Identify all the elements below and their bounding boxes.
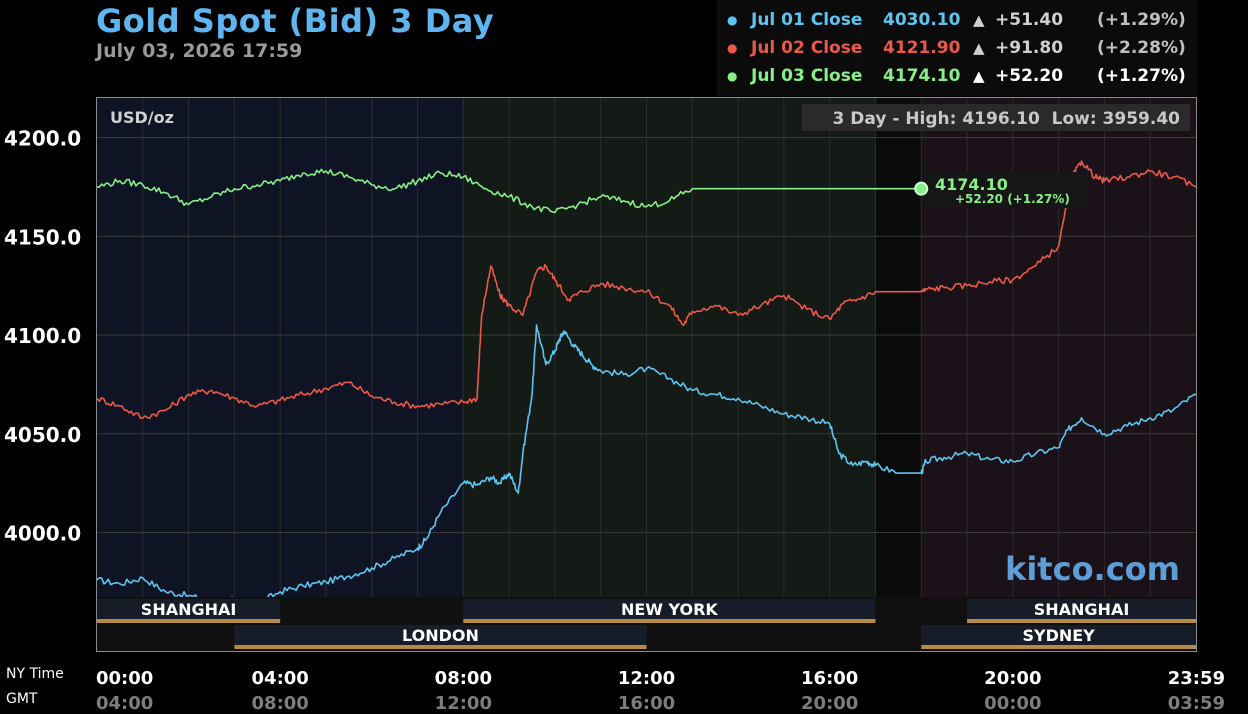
- legend-close: 4174.10: [883, 66, 961, 86]
- trading-sessions: SHANGHAI NEW YORK SHANGHAI LONDON SYDNEY: [97, 597, 1196, 651]
- legend-row-jul03: ● Jul 03 Close 4174.10 ▲ +52.20 (+1.27%): [717, 62, 1197, 90]
- x-tick-label-ny: 20:00: [984, 668, 1041, 689]
- series-line-jul-01: [96, 324, 1197, 607]
- session-label: NEW YORK: [621, 600, 718, 619]
- session-bar-bg: [463, 599, 876, 621]
- x-tick-label-gmt: 20:00: [801, 693, 858, 714]
- series-line-jul-03: [96, 168, 922, 214]
- x-tick-label-ny: 00:00: [96, 668, 153, 689]
- session-bar-bg: [921, 625, 1196, 647]
- y-tick-label: 4050.0: [4, 423, 81, 447]
- legend-dot-icon: ●: [727, 13, 738, 27]
- legend-percent: (+1.27%): [1097, 66, 1186, 86]
- legend-dot-icon: ●: [727, 41, 738, 55]
- up-arrow-icon: ▲: [973, 11, 985, 29]
- legend-percent: (+1.29%): [1097, 10, 1186, 30]
- session-bar-sydney: [921, 645, 1196, 649]
- y-tick-label: 4100.0: [4, 324, 81, 348]
- session-label: SHANGHAI: [141, 600, 237, 619]
- current-change-label: +52.20 (+1.27%): [955, 192, 1070, 206]
- x-axis: 00:00 04:00 04:00 08:00 08:00 12:00 12:00 16:00…: [96, 668, 1225, 714]
- zone-closed: [875, 98, 922, 651]
- session-label: SYDNEY: [1022, 626, 1095, 645]
- plot-frame: [96, 97, 1197, 652]
- legend: ● Jul 01 Close 4030.10 ▲ +51.40 (+1.29%)…: [717, 0, 1197, 96]
- y-tick-label: 4150.0: [4, 225, 81, 249]
- x-tick-label-ny: 23:59: [1168, 668, 1225, 689]
- y-tick-label: 4000.0: [4, 522, 81, 546]
- current-price-label: 4174.10: [935, 175, 1008, 194]
- x-tick-label-gmt: 12:00: [435, 693, 492, 714]
- x-tick-label-ny: 04:00: [252, 668, 309, 689]
- y-tick-label: 4200.0: [4, 127, 81, 151]
- current-price-box: [922, 172, 1088, 208]
- ny-time-axis-label: NY Time: [6, 666, 64, 682]
- x-tick-label-ny: 12:00: [618, 668, 675, 689]
- x-tick-label-ny: 08:00: [435, 668, 492, 689]
- session-bar-bg: [967, 599, 1196, 621]
- session-label: LONDON: [402, 626, 479, 645]
- x-tick-label-gmt: 00:00: [984, 693, 1041, 714]
- x-tick-label-gmt: 04:00: [96, 693, 153, 714]
- y-axis: 4000.0 4050.0 4100.0 4150.0 4200.0: [4, 127, 81, 546]
- units-label: USD/oz: [110, 108, 174, 127]
- x-tick-label-gmt: 16:00: [618, 693, 675, 714]
- x-tick-label-ny: 16:00: [801, 668, 858, 689]
- session-bar-bg: [97, 599, 281, 621]
- legend-row-jul02: ● Jul 02 Close 4121.90 ▲ +91.80 (+2.28%): [717, 34, 1197, 62]
- legend-label: Jul 03 Close: [751, 66, 863, 86]
- gmt-axis-label: GMT: [6, 691, 38, 707]
- series-line-jul-02: [96, 160, 1197, 420]
- session-bar-shanghai: [97, 619, 281, 623]
- legend-close: 4030.10: [883, 10, 961, 30]
- legend-label: Jul 01 Close: [751, 10, 863, 30]
- legend-percent: (+2.28%): [1097, 38, 1186, 58]
- current-price-marker: [914, 181, 929, 196]
- x-tick-label-gmt: 08:00: [252, 693, 309, 714]
- session-label: SHANGHAI: [1034, 600, 1130, 619]
- legend-label: Jul 02 Close: [751, 38, 863, 58]
- page-title: Gold Spot (Bid) 3 Day: [96, 2, 495, 40]
- legend-change: +52.20: [995, 66, 1064, 86]
- legend-close: 4121.90: [883, 38, 961, 58]
- legend-change: +51.40: [995, 10, 1064, 30]
- chart-datetime: July 03, 2026 17:59: [96, 40, 303, 62]
- session-bar-london: [234, 645, 647, 649]
- session-bar-shanghai-2: [967, 619, 1196, 623]
- stats-box: [802, 104, 1190, 131]
- watermark: kitco.com: [1005, 550, 1180, 588]
- up-arrow-icon: ▲: [973, 39, 985, 57]
- stats-text: 3 Day - High: 4196.10 Low: 3959.40: [833, 109, 1181, 129]
- x-tick-label-gmt: 03:59: [1168, 693, 1225, 714]
- chart-series: [96, 160, 1197, 607]
- session-bar-new-york: [463, 619, 876, 623]
- chart-grid: [97, 98, 1196, 651]
- up-arrow-icon: ▲: [973, 67, 985, 85]
- legend-change: +91.80: [995, 38, 1064, 58]
- zone-new-york: [463, 98, 876, 651]
- legend-dot-icon: ●: [727, 69, 738, 83]
- legend-row-jul01: ● Jul 01 Close 4030.10 ▲ +51.40 (+1.29%): [717, 6, 1197, 34]
- session-bar-bg: [234, 625, 647, 647]
